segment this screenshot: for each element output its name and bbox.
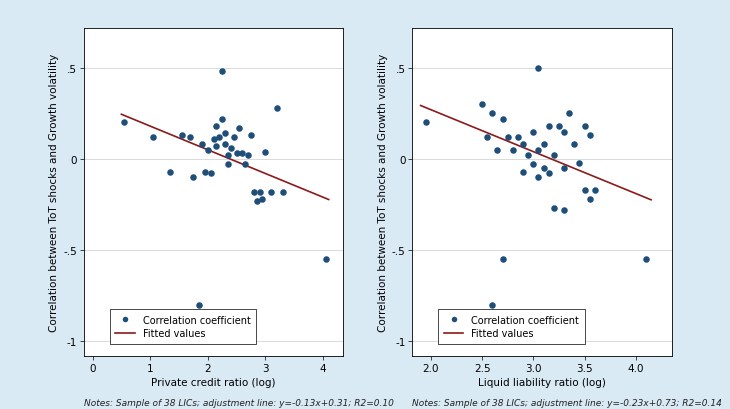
Point [196,142,208,148]
Point [533,147,545,154]
Point [188,174,199,181]
Point [640,256,652,263]
X-axis label: Private credit ratio (log): Private credit ratio (log) [151,377,276,387]
Point [234,125,245,132]
Point [528,162,539,168]
Point [512,135,524,141]
Point [486,111,498,117]
Point [564,111,575,117]
Point [199,169,211,175]
Point [579,187,591,194]
Legend: Correlation coefficient, Fitted values: Correlation coefficient, Fitted values [110,309,256,344]
Point [202,147,214,154]
Point [589,187,601,194]
Point [569,142,580,148]
Point [251,198,263,204]
Point [222,153,234,159]
Point [507,147,519,154]
Point [225,145,237,152]
Text: Notes: Sample of 38 LICs; adjustment line: y=-0.13x+0.31; R2=0.10: Notes: Sample of 38 LICs; adjustment lin… [84,398,393,407]
Point [528,129,539,135]
Point [277,189,288,196]
Point [228,135,239,141]
Point [518,169,529,175]
Point [543,171,555,178]
Point [254,189,266,196]
Point [260,149,272,155]
Point [553,124,565,130]
Y-axis label: Correlation between ToT shocks and Growth volatility: Correlation between ToT shocks and Growt… [49,54,59,331]
Point [538,165,550,172]
Point [558,207,570,213]
Point [518,142,529,148]
Point [533,174,545,181]
Point [271,106,283,112]
Point [420,120,431,126]
Point [210,144,222,150]
Point [265,189,277,196]
Point [538,142,550,148]
Point [216,69,228,76]
X-axis label: Liquid liability ratio (log): Liquid liability ratio (log) [478,377,606,387]
Point [248,189,260,196]
Point [579,124,591,130]
Point [574,160,585,166]
Point [558,165,570,172]
Point [118,120,130,126]
Y-axis label: Correlation between ToT shocks and Growth volatility: Correlation between ToT shocks and Growt… [377,54,388,331]
Point [584,133,596,139]
Point [213,135,225,141]
Point [523,153,534,159]
Point [496,256,508,263]
Point [185,135,196,141]
Point [222,162,234,168]
Legend: Correlation coefficient, Fitted values: Correlation coefficient, Fitted values [438,309,585,344]
Point [219,131,231,137]
Point [476,102,488,108]
Point [502,135,513,141]
Point [543,124,555,130]
Text: Notes: Sample of 38 LICs; adjustment line: y=-0.23x+0.73; R2=0.14: Notes: Sample of 38 LICs; adjustment lin… [412,398,722,407]
Point [205,171,217,178]
Point [210,124,222,130]
Point [558,129,570,135]
Point [147,135,159,141]
Point [257,196,269,203]
Point [237,151,248,157]
Point [164,169,176,175]
Point [216,116,228,123]
Point [242,153,254,159]
Point [548,153,560,159]
Point [533,65,545,72]
Point [193,302,205,308]
Point [481,135,493,141]
Point [207,136,219,143]
Point [245,133,257,139]
Point [219,142,231,148]
Point [231,151,242,157]
Point [548,205,560,212]
Point [320,256,331,263]
Point [496,116,508,123]
Point [176,133,188,139]
Point [491,147,503,154]
Point [486,302,498,308]
Point [239,162,251,168]
Point [584,196,596,203]
